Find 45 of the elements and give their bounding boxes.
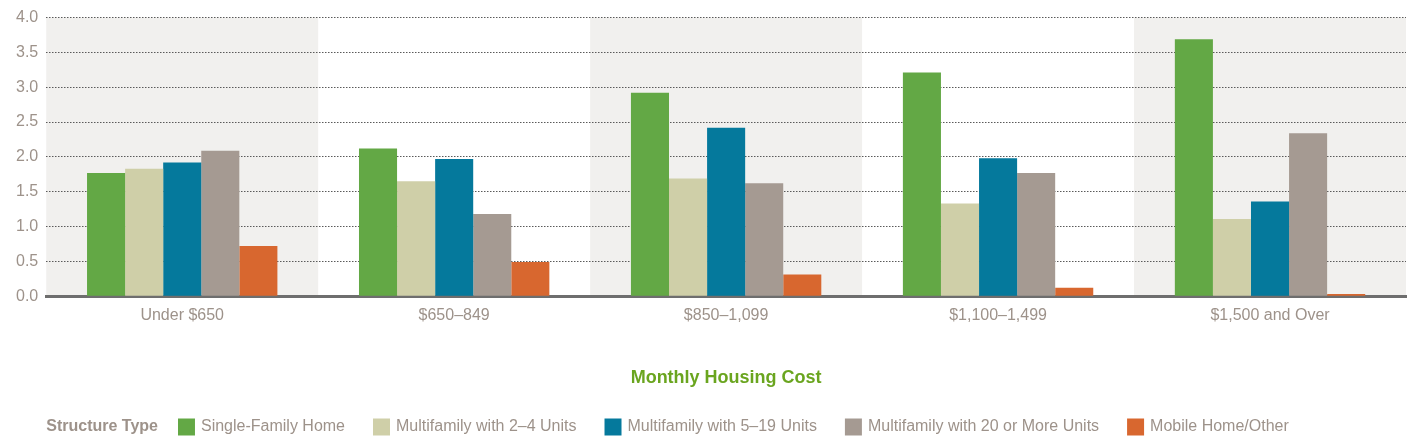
bar xyxy=(979,158,1018,296)
bar xyxy=(1055,287,1094,296)
y-tick-label: 3.5 xyxy=(15,42,39,60)
y-tick-label: 2.5 xyxy=(15,112,39,130)
bar xyxy=(125,168,164,296)
bar xyxy=(630,92,670,296)
x-tick-label: $850–1,099 xyxy=(683,306,769,324)
bar xyxy=(1289,133,1328,296)
y-tick-label: 1.0 xyxy=(15,216,39,234)
bar xyxy=(358,148,398,296)
bar xyxy=(783,274,822,296)
bar xyxy=(1017,172,1056,296)
bar xyxy=(473,214,512,296)
legend-label: Multifamily with 2–4 Units xyxy=(396,417,577,435)
bar xyxy=(940,203,980,296)
x-axis-title: Monthly Housing Cost xyxy=(630,367,822,388)
bar xyxy=(201,150,240,296)
legend-label: Multifamily with 5–19 Units xyxy=(627,417,817,435)
bar xyxy=(707,127,746,296)
legend-label: Mobile Home/Other xyxy=(1150,417,1290,435)
bar xyxy=(745,183,784,296)
bar xyxy=(1174,39,1213,296)
y-tick-label: 4.0 xyxy=(15,8,39,26)
x-tick-label: $1,100–1,499 xyxy=(949,306,1048,324)
bar xyxy=(1250,201,1290,296)
y-tick-label: 1.5 xyxy=(15,182,39,200)
x-tick-label: Under $650 xyxy=(140,306,225,324)
bar xyxy=(163,162,202,296)
bar xyxy=(435,158,474,296)
bar xyxy=(397,181,436,296)
y-tick-label: 2.0 xyxy=(15,147,39,165)
legend-label: Single-Family Home xyxy=(200,417,346,435)
bar xyxy=(1212,218,1251,296)
bar xyxy=(87,172,126,296)
x-tick-label: $1,500 and Over xyxy=(1210,306,1331,324)
x-tick-label: $650–849 xyxy=(418,306,490,324)
y-tick-label: 0.0 xyxy=(15,286,39,304)
legend-title: Structure Type xyxy=(46,417,159,435)
bar xyxy=(511,262,550,296)
y-tick-label: 3.0 xyxy=(15,77,39,95)
bar xyxy=(902,72,941,296)
bar xyxy=(669,178,708,296)
y-tick-label: 0.5 xyxy=(15,251,39,269)
bar xyxy=(239,246,278,296)
legend-label: Multifamily with 20 or More Units xyxy=(867,417,1100,435)
